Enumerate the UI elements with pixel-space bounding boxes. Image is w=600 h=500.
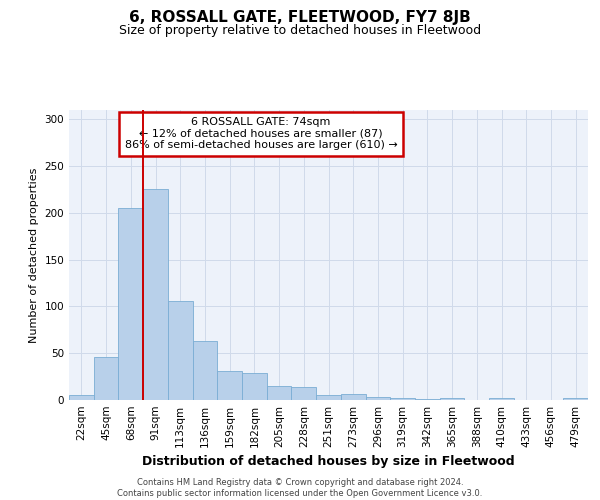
Bar: [217, 371, 242, 400]
Bar: [365, 397, 390, 400]
Bar: [415, 399, 440, 400]
Text: Size of property relative to detached houses in Fleetwood: Size of property relative to detached ho…: [119, 24, 481, 37]
Bar: [341, 394, 365, 400]
Bar: [489, 398, 514, 400]
Bar: [168, 301, 193, 400]
Text: 6 ROSSALL GATE: 74sqm
← 12% of detached houses are smaller (87)
86% of semi-deta: 6 ROSSALL GATE: 74sqm ← 12% of detached …: [125, 117, 397, 150]
Text: 6, ROSSALL GATE, FLEETWOOD, FY7 8JB: 6, ROSSALL GATE, FLEETWOOD, FY7 8JB: [129, 10, 471, 25]
Bar: [143, 188, 168, 400]
Text: Contains HM Land Registry data © Crown copyright and database right 2024.
Contai: Contains HM Land Registry data © Crown c…: [118, 478, 482, 498]
Bar: [267, 386, 292, 400]
Bar: [563, 398, 588, 400]
Bar: [292, 387, 316, 400]
Bar: [242, 373, 267, 400]
Bar: [94, 357, 118, 400]
Bar: [118, 208, 143, 400]
X-axis label: Distribution of detached houses by size in Fleetwood: Distribution of detached houses by size …: [142, 456, 515, 468]
Bar: [316, 396, 341, 400]
Bar: [193, 341, 217, 400]
Bar: [69, 396, 94, 400]
Bar: [390, 398, 415, 400]
Bar: [440, 398, 464, 400]
Y-axis label: Number of detached properties: Number of detached properties: [29, 168, 39, 342]
